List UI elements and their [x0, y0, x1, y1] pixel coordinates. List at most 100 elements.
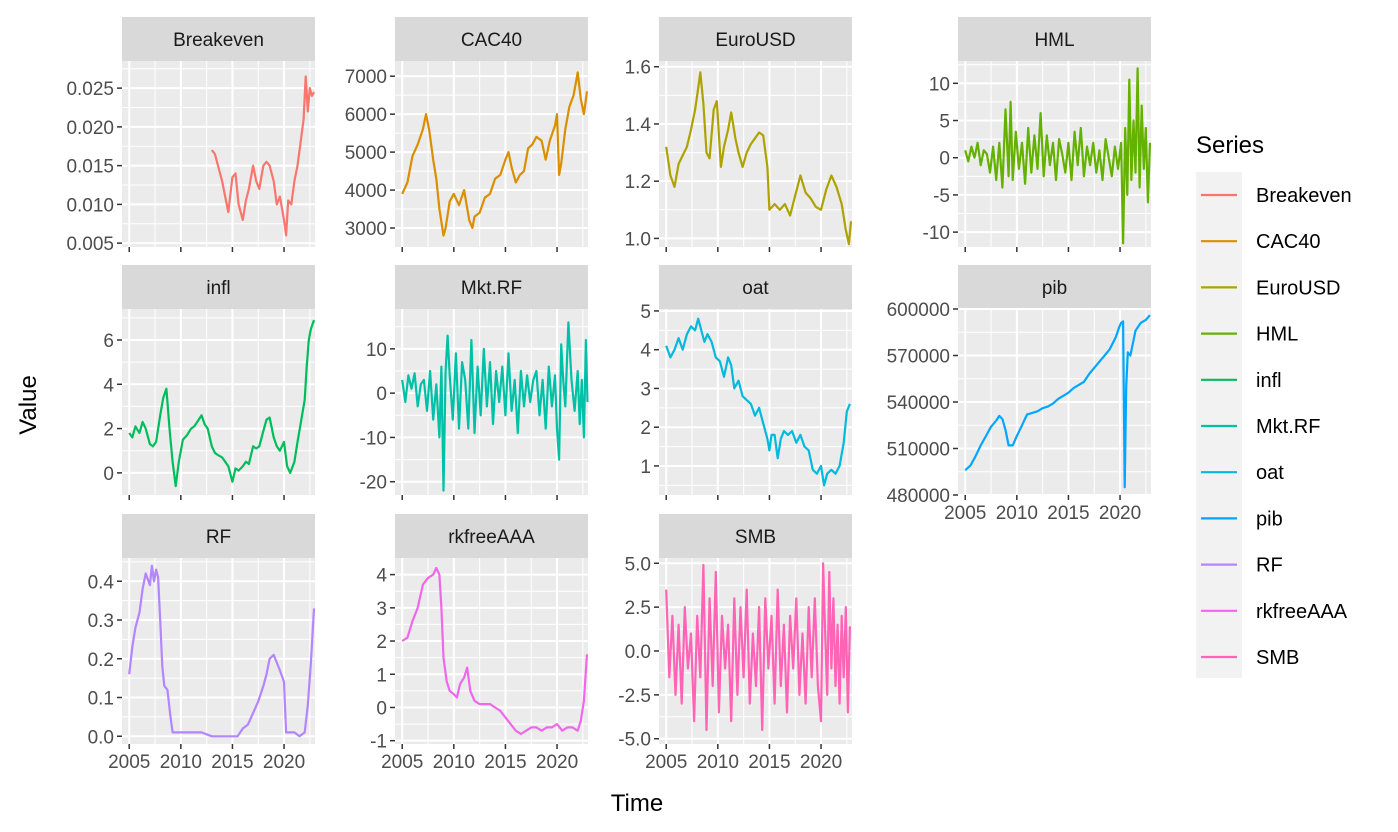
y-tick-label: 1: [640, 457, 651, 478]
panel-cac40: CAC40 3000 4000 5000 6000 7000: [345, 17, 589, 252]
y-tick-label: -20: [360, 473, 387, 494]
facet-strip: [659, 17, 852, 61]
y-tick-label: 0.010: [66, 195, 114, 216]
series-line-rf: [128, 564, 316, 738]
y-tick-label: 10: [366, 340, 387, 361]
legend-label: SMB: [1256, 647, 1299, 669]
y-tick-label: 0: [939, 149, 950, 170]
y-tick-label: 0: [376, 698, 387, 719]
legend-item-rf: RF: [1201, 555, 1283, 577]
legend-item-breakeven: Breakeven: [1201, 185, 1352, 207]
y-tick-label: 5000: [345, 143, 387, 164]
facet-strip-label: Breakeven: [173, 30, 264, 51]
legend-item-eurousd: EuroUSD: [1201, 277, 1340, 299]
legend-title: Series: [1196, 132, 1264, 159]
y-tick-label: 4: [640, 341, 651, 362]
legend-items: Breakeven CAC40 EuroUSD HML infl Mkt.RF oat pib…: [1201, 185, 1352, 669]
panel-infl: infl 0 2 4 6: [103, 265, 316, 500]
y-tick-label: 7000: [345, 67, 387, 88]
y-tick-label: 1.4: [625, 115, 652, 136]
y-tick-label: 0.015: [66, 157, 114, 178]
panel-background: [122, 309, 315, 495]
facet-strip-label: SMB: [735, 527, 776, 548]
facet-strip: [395, 265, 588, 309]
series-line-smb: [665, 562, 851, 732]
panel-background: [659, 309, 852, 495]
y-tick-label: 4: [376, 566, 387, 587]
x-tick-label: 2015: [748, 752, 790, 773]
x-tick-label: 2015: [1047, 503, 1089, 524]
y-tick-label: 2: [640, 418, 651, 439]
facet-strip: [659, 265, 852, 309]
y-tick-label: 3: [640, 379, 651, 400]
panel-mkt-rf: Mkt.RF -20 -10 0 10: [360, 265, 589, 500]
panel-oat: oat 1 2 3 4 5: [640, 265, 852, 500]
y-tick-label: 2: [376, 632, 387, 653]
facet-strip-label: HML: [1034, 30, 1074, 51]
panel-background: [659, 61, 852, 247]
x-tick-label: 2005: [381, 752, 423, 773]
legend: Series Breakeven CAC40 EuroUSD HML infl Mkt.R…: [1196, 132, 1352, 678]
panel-pib: pib 480000 510000 540000 570000 600000 2005 201…: [887, 265, 1151, 524]
y-tick-label: 2.5: [625, 598, 651, 619]
x-tick-label: 2015: [484, 752, 526, 773]
y-tick-label: 0.020: [66, 118, 114, 139]
y-tick-label: 0.025: [66, 79, 114, 100]
facet-strip-label: oat: [742, 278, 769, 299]
facet-strip-label: CAC40: [461, 30, 522, 51]
y-tick-label: 6: [103, 331, 114, 352]
legend-item-cac40: CAC40: [1201, 231, 1320, 253]
facet-strip: [122, 514, 315, 558]
legend-item-pib: pib: [1201, 508, 1283, 530]
x-tick-label: 2020: [800, 752, 842, 773]
y-tick-label: 1.2: [625, 172, 651, 193]
panel-background: [395, 61, 588, 247]
legend-label: oat: [1256, 462, 1284, 484]
legend-label: RF: [1256, 555, 1283, 577]
facet-strip: [958, 265, 1151, 309]
legend-item-oat: oat: [1201, 462, 1284, 484]
x-tick-label: 2005: [944, 503, 986, 524]
y-tick-label: 480000: [887, 486, 950, 507]
facet-strip-label: RF: [206, 527, 231, 548]
y-tick-label: 1.6: [625, 58, 651, 79]
series-line-oat: [665, 317, 851, 487]
y-tick-label: -1: [370, 732, 387, 753]
y-tick-label: 510000: [887, 440, 950, 461]
series-line-mkt-rf: [401, 321, 589, 492]
x-tick-label: 2010: [697, 752, 739, 773]
y-tick-label: 0.0: [88, 727, 114, 748]
y-tick-label: 600000: [887, 300, 950, 321]
y-tick-label: 6000: [345, 105, 387, 126]
legend-label: infl: [1256, 370, 1282, 392]
series-line-breakeven: [210, 75, 315, 237]
y-tick-label: 3000: [345, 219, 387, 240]
facet-strip: [958, 17, 1151, 61]
y-tick-label: -10: [360, 428, 387, 449]
y-tick-label: -5.0: [618, 730, 651, 751]
series-line-hml: [964, 67, 1152, 245]
x-axis-title: Time: [611, 790, 663, 817]
y-tick-label: 5: [640, 302, 651, 323]
facet-strip: [395, 514, 588, 558]
legend-item-mkt-rf: Mkt.RF: [1201, 416, 1320, 438]
legend-label: CAC40: [1256, 231, 1320, 253]
y-tick-label: 0.1: [88, 689, 114, 710]
panel-hml: HML -10 -5 0 5 10: [923, 17, 1152, 252]
facet-panels: Breakeven 0.0 0 5 0.010 0.015 0.020 0.025 CAC40 3…: [66, 17, 1152, 773]
legend-label: pib: [1256, 508, 1283, 530]
legend-label: HML: [1256, 324, 1298, 346]
legend-item-rkfreeaaa: rkfreeAAA: [1201, 601, 1348, 623]
y-tick-label: 0.3: [88, 611, 114, 632]
x-tick-label: 2010: [160, 752, 202, 773]
facet-strip: [659, 514, 852, 558]
panel-eurousd: EuroUSD 1.0 1.2 1.4 1.6: [625, 17, 853, 252]
legend-item-smb: SMB: [1201, 647, 1299, 669]
facet-strip: [395, 17, 588, 61]
facet-strip-label: Mkt.RF: [461, 278, 522, 299]
panel-rf: RF 0.0 0.1 0.2 0.3 0.4 2005 2010 2015 2020: [88, 514, 316, 773]
y-tick-label: 3: [376, 599, 387, 620]
facet-strip-label: infl: [206, 278, 230, 299]
y-tick-label: 0.2: [88, 650, 114, 671]
